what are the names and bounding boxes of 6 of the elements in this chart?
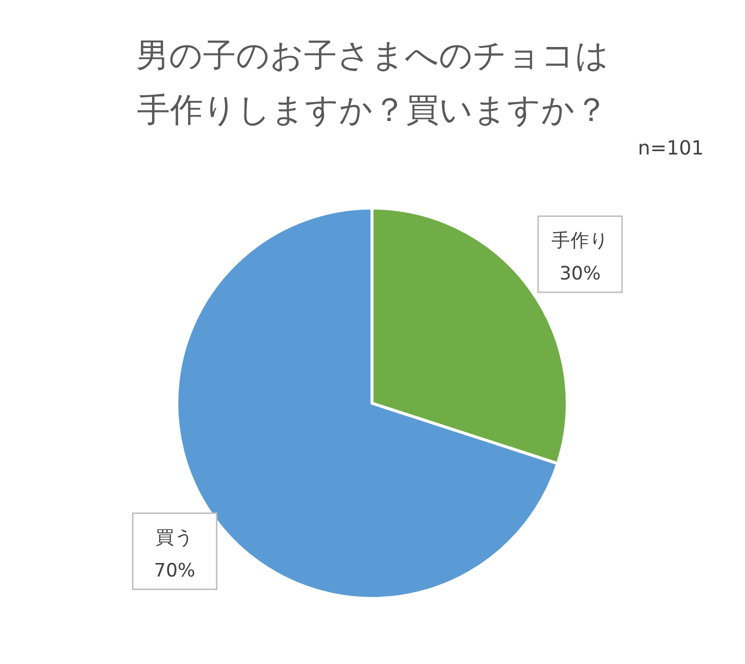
text: n=101 [638,136,704,160]
slice-label: 手作り [552,230,609,252]
data-label: 70% [154,560,196,582]
data-label: 30% [559,264,601,285]
slice-label: 買う [156,527,194,548]
chart-title: 男の子のお子さまへのチョコは手作りしますか？買いますか？ [136,36,609,130]
